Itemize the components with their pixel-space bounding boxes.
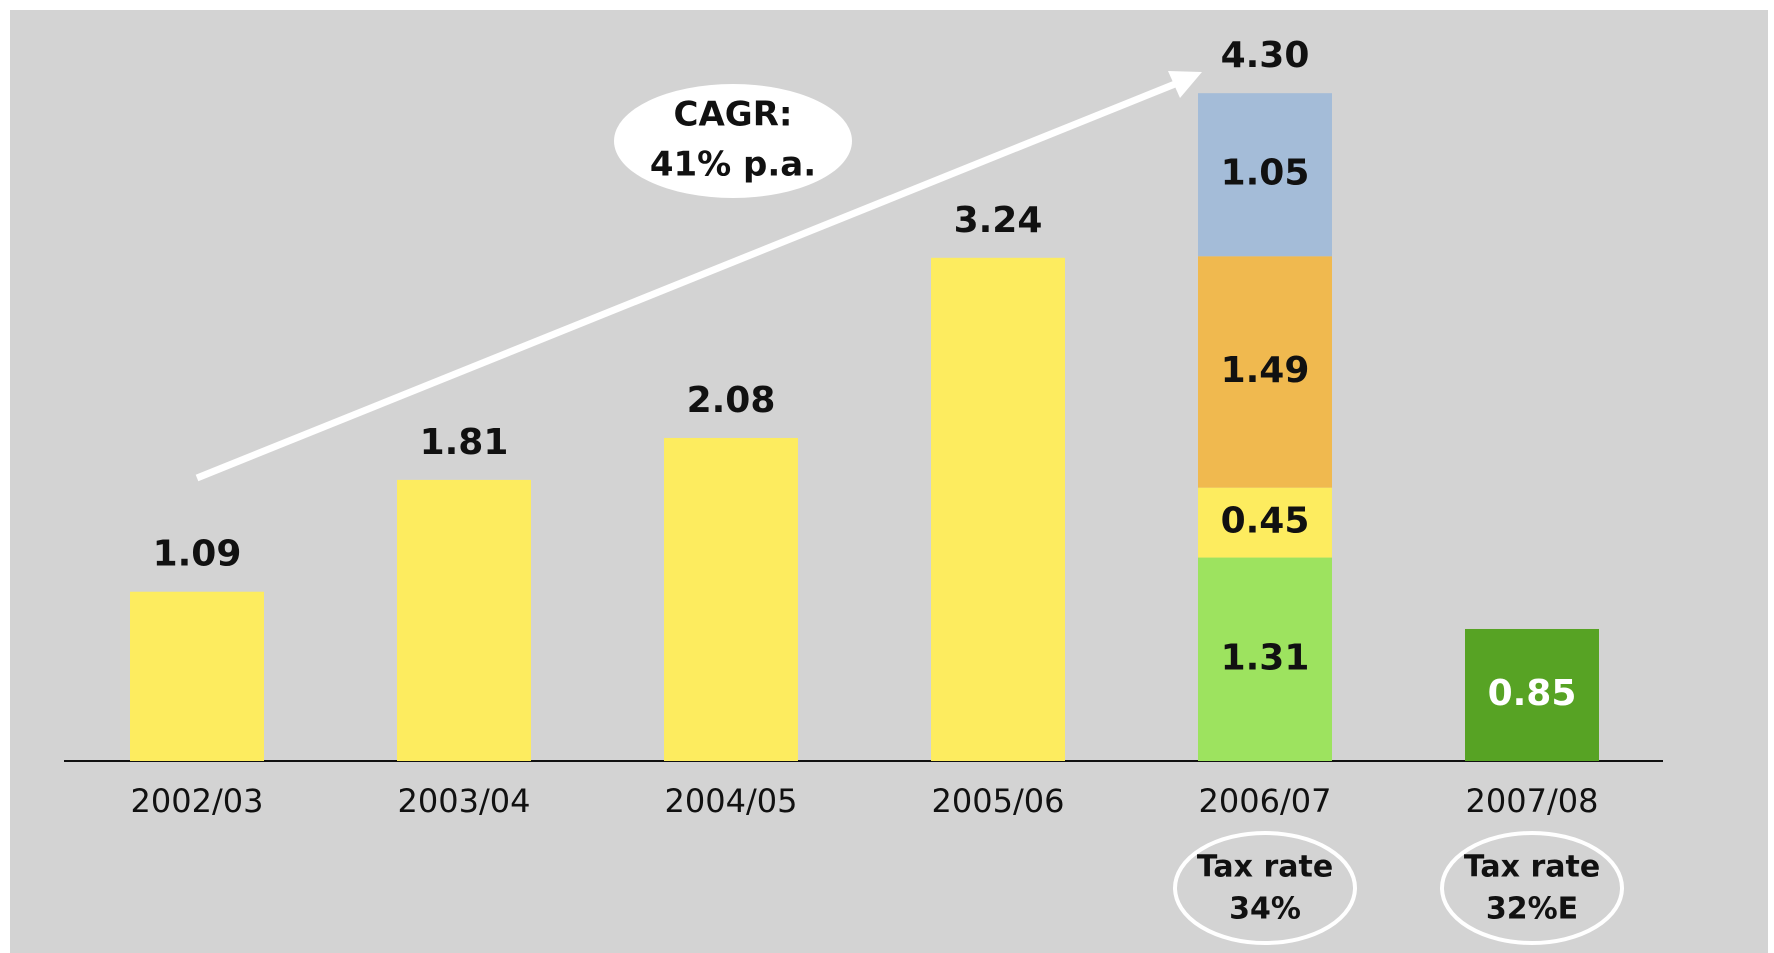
x-tick-label: 2006/07	[1199, 782, 1332, 820]
x-tick-label: 2002/03	[131, 782, 264, 820]
bar-segment	[1465, 628, 1599, 761]
note-bubble	[1173, 831, 1357, 945]
bar-segment	[1198, 557, 1332, 761]
data-label: 1.05	[1221, 153, 1310, 194]
x-tick-label: 2003/04	[398, 782, 531, 820]
x-tick-label: 2007/08	[1466, 782, 1599, 820]
data-label: 0.85	[1488, 673, 1577, 714]
bar-segment	[664, 437, 798, 761]
data-label: 3.24	[954, 200, 1043, 241]
x-tick-label: 2004/05	[665, 782, 798, 820]
bar-segment	[397, 479, 531, 761]
data-label: 1.49	[1221, 350, 1310, 391]
cagr-label: CAGR:	[674, 95, 793, 135]
data-label: 1.31	[1221, 637, 1310, 678]
total-label: 4.30	[1221, 35, 1310, 76]
bar-segment	[130, 591, 264, 761]
data-label: 1.09	[153, 534, 242, 575]
note-text: Tax rate	[1464, 850, 1600, 885]
bar-segment	[931, 257, 1065, 761]
trend-arrowhead	[1168, 71, 1202, 98]
note-text: 32%E	[1486, 892, 1578, 927]
note-text: 34%	[1229, 892, 1301, 927]
data-label: 1.81	[420, 422, 509, 463]
bar-segment	[1198, 487, 1332, 558]
note-bubble	[1440, 831, 1624, 945]
trend-arrow	[195, 80, 1177, 482]
cagr-value: 41% p.a.	[650, 145, 816, 185]
note-text: Tax rate	[1197, 850, 1333, 885]
bar-segment	[1198, 256, 1332, 488]
bar-segment	[1198, 93, 1332, 257]
cagr-bubble	[614, 84, 852, 198]
plot-background	[10, 10, 1768, 953]
x-tick-label: 2005/06	[932, 782, 1065, 820]
data-label: 0.45	[1221, 501, 1310, 542]
data-label: 2.08	[687, 380, 776, 421]
